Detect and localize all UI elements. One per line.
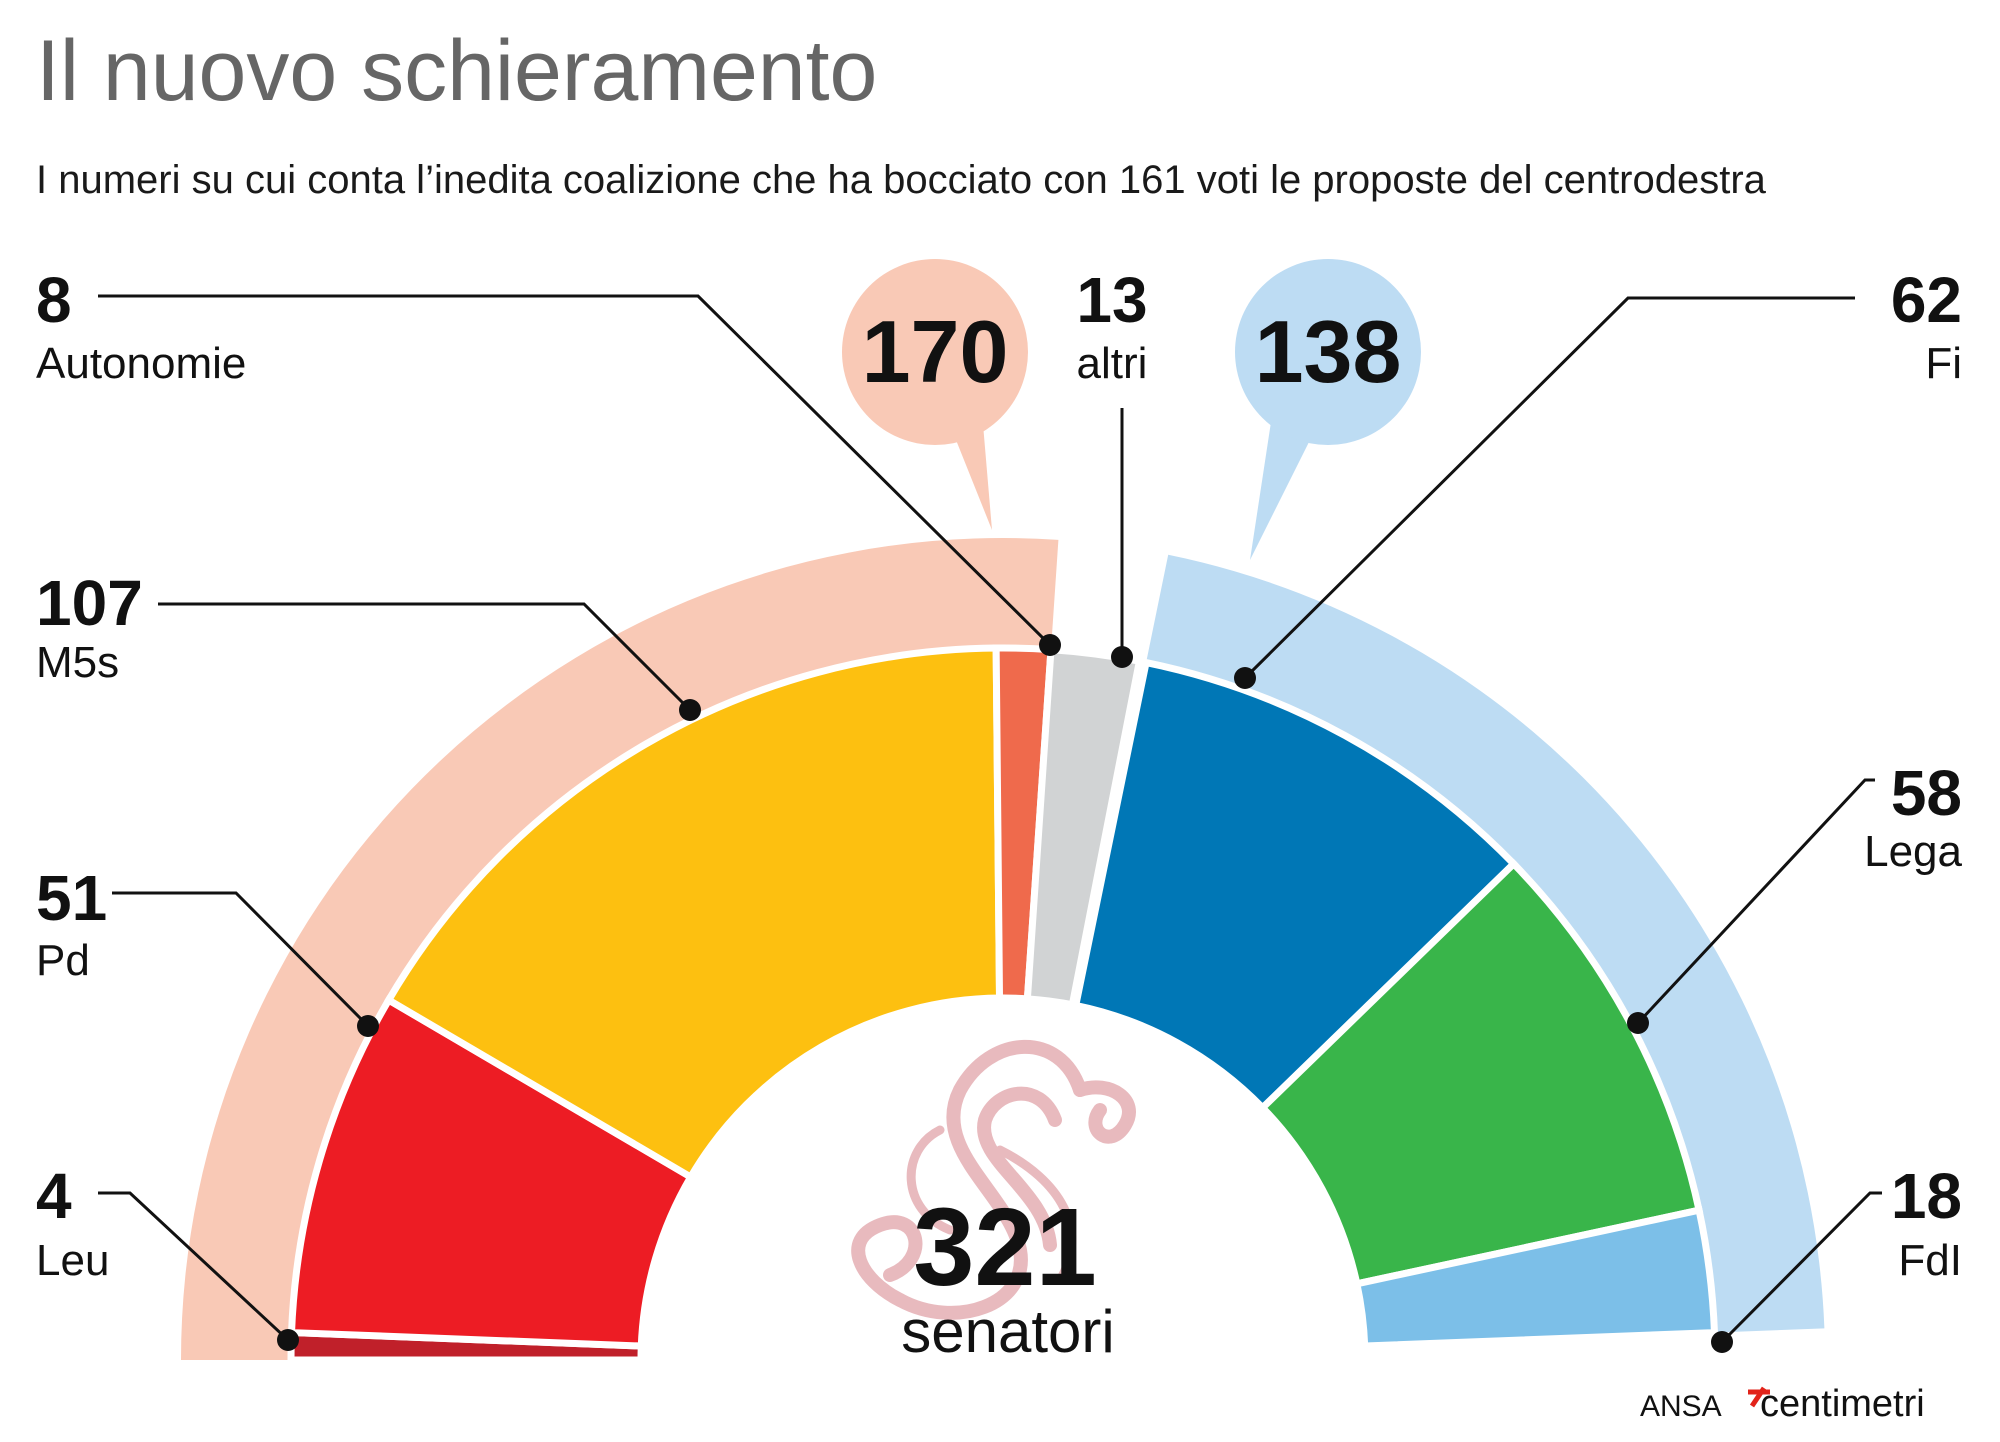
dot-pd <box>357 1015 379 1037</box>
name-fi: Fi <box>1925 339 1962 388</box>
value-altri: 13 <box>1076 264 1147 336</box>
label-lega: 58 Lega <box>1864 757 1962 876</box>
value-fdi: 18 <box>1891 1160 1962 1232</box>
dot-fi <box>1234 667 1256 689</box>
label-autonomie: 8 Autonomie <box>36 264 246 388</box>
name-m5s: M5s <box>36 638 119 687</box>
dot-altri <box>1111 646 1133 668</box>
value-pd: 51 <box>36 862 107 934</box>
segment-lega <box>1257 858 1704 1288</box>
value-fi: 62 <box>1891 264 1962 336</box>
leader-fdi <box>1720 1191 1882 1344</box>
name-fdi: FdI <box>1898 1236 1962 1285</box>
segment-fdi <box>1352 1206 1719 1350</box>
value-m5s: 107 <box>36 567 143 639</box>
dot-lega <box>1627 1012 1649 1034</box>
total-value: 321 <box>913 1186 1097 1309</box>
label-altri: 13 altri <box>1076 264 1147 388</box>
name-leu: Leu <box>36 1236 109 1285</box>
bubble-left-value: 170 <box>862 302 1009 401</box>
chart-title: Il nuovo schieramento <box>36 23 877 119</box>
senate-logo-icon <box>851 1039 1136 1320</box>
source-credit: ANSA centimetri <box>1640 1383 1925 1425</box>
name-pd: Pd <box>36 936 90 985</box>
segment-altri <box>1023 645 1144 1009</box>
dot-autonomie <box>1039 634 1061 656</box>
name-altri: altri <box>1077 339 1148 388</box>
dot-m5s <box>679 699 701 721</box>
name-lega: Lega <box>1864 827 1962 876</box>
dot-leu <box>277 1329 299 1351</box>
value-leu: 4 <box>36 1160 72 1232</box>
leader-lines <box>98 294 1882 1344</box>
bubble-right: 138 <box>1235 259 1421 560</box>
label-m5s: 107 M5s <box>36 567 143 687</box>
leader-autonomie <box>98 294 1052 647</box>
source-agency: ANSA <box>1640 1390 1722 1423</box>
segment-m5s <box>383 644 1004 1182</box>
value-autonomie: 8 <box>36 264 72 336</box>
label-fdi: 18 FdI <box>1891 1160 1962 1285</box>
value-lega: 58 <box>1891 757 1962 829</box>
leader-lega <box>1636 778 1875 1025</box>
leader-dots <box>277 634 1733 1353</box>
dot-fdi <box>1711 1331 1733 1353</box>
segment-fi <box>1071 658 1519 1113</box>
leader-m5s <box>158 602 692 712</box>
leader-fi <box>1243 296 1855 680</box>
leader-pd <box>112 891 370 1028</box>
seat-segments <box>287 644 1719 1364</box>
centimetri-logo-icon <box>1748 1386 1770 1408</box>
label-pd: 51 Pd <box>36 862 107 985</box>
name-autonomie: Autonomie <box>36 339 246 388</box>
label-fi: 62 Fi <box>1891 264 1962 388</box>
label-leu: 4 Leu <box>36 1160 109 1285</box>
total-label: senatori <box>901 1298 1114 1365</box>
bubble-right-value: 138 <box>1255 302 1402 401</box>
source-brand: centimetri <box>1760 1383 1925 1425</box>
bubble-left: 170 <box>842 259 1028 530</box>
leader-leu <box>98 1191 290 1342</box>
chart-subtitle: I numeri su cui conta l’inedita coalizio… <box>36 158 1767 202</box>
